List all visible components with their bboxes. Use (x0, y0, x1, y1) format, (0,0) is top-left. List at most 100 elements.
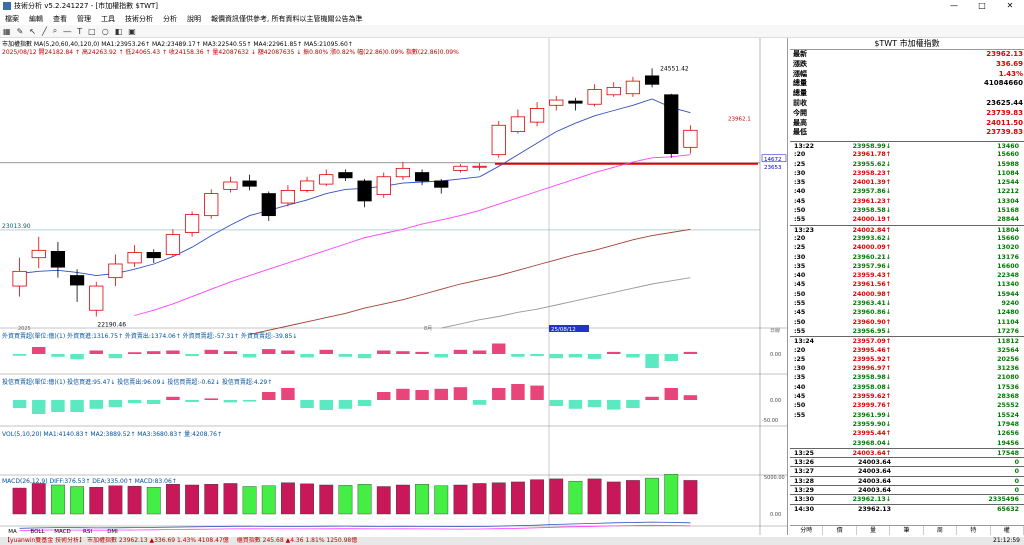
arrow-icon[interactable]: ↖ (29, 26, 36, 36)
volume-bar (185, 484, 199, 515)
candle-body (414, 172, 430, 182)
tick-row[interactable]: :25 23955.62↓ 15988 (790, 160, 1024, 169)
save-icon[interactable]: ▣ (128, 26, 136, 36)
menu-file[interactable]: 檔案 (5, 14, 19, 23)
tick-price: 23962.13↓ (852, 496, 891, 504)
side-tabs: 分時 價 量 筆 周 特 權 (790, 525, 1024, 535)
x-label-right: 日線 (770, 327, 780, 334)
tick-row[interactable]: 13:24 23957.09↑ 11812 (790, 336, 1024, 345)
tick-row[interactable]: 13:22 23958.99↓ 13460 (790, 141, 1024, 150)
tick-row[interactable]: 13:30 23962.13↓ 2335496 (790, 494, 1024, 503)
tick-row[interactable]: 13:27 24003.64 0 (790, 466, 1024, 475)
tick-row[interactable]: :20 23961.78↑ 15660 (790, 150, 1024, 159)
tick-row[interactable]: :45 23961.56↑ 11340 (790, 280, 1024, 289)
tick-row[interactable]: :40 23958.08↓ 17536 (790, 383, 1024, 392)
zoom-icon[interactable]: ⌕ (52, 26, 58, 35)
tick-row[interactable]: :20 23993.62↓ 15660 (790, 234, 1024, 243)
tick-row[interactable]: 13:26 24003.64 0 (790, 457, 1024, 466)
tick-row[interactable]: 13:25 24003.64↑ 17548 (790, 447, 1024, 457)
volume-bar (434, 485, 449, 515)
tick-time: :45 (794, 281, 806, 289)
tick-row[interactable]: 13:28 24003.64 0 (790, 475, 1024, 485)
menu-edit[interactable]: 編輯 (29, 14, 43, 23)
tab-ma[interactable]: MA (8, 529, 17, 535)
quote-title: $TWT 市加權指數 (790, 38, 1024, 50)
line-icon[interactable]: ― (63, 26, 72, 36)
app-icon (3, 2, 11, 10)
tick-row[interactable]: 23995.44↑ 12656 (790, 429, 1024, 438)
tick-row[interactable]: :30 23958.23↑ 11084 (790, 169, 1024, 178)
tick-volume: 13304 (997, 197, 1019, 205)
tick-list[interactable]: 13:22 23958.99↓ 13460:20 23961.78↑ 15660:25 2… (790, 141, 1024, 513)
tick-row[interactable]: :25 23995.92↑ 20256 (790, 355, 1024, 364)
tick-price: 24001.39↑ (852, 179, 891, 187)
side-tab-rights[interactable]: 權 (991, 526, 1024, 535)
tab-boll[interactable]: BOLL (30, 529, 45, 535)
tick-row[interactable]: 13:29 24003.64 0 (790, 484, 1024, 494)
tick-row[interactable]: :20 23995.46↑ 32564 (790, 346, 1024, 355)
tick-row[interactable]: :40 23957.86↓ 12212 (790, 187, 1024, 196)
tick-row[interactable]: :30 23960.21↓ 13176 (790, 253, 1024, 262)
foreign-bar (607, 351, 621, 354)
circle-icon[interactable]: ○ (101, 26, 109, 36)
side-tab-price[interactable]: 價 (823, 526, 857, 535)
tick-row[interactable]: :45 23961.23↑ 13304 (790, 197, 1024, 206)
tick-row[interactable]: :50 23960.90↑ 11104 (790, 318, 1024, 327)
tab-dmi[interactable]: DMI (107, 529, 118, 535)
chart-area[interactable]: 市加權指數 MA(5,20,60,40,120,0) MA1:23953.26↑… (0, 38, 788, 535)
pencil-icon[interactable]: ✎ (16, 26, 24, 36)
tick-row[interactable]: :55 23956.95↓ 17276 (790, 327, 1024, 336)
square-icon[interactable]: □ (88, 26, 96, 36)
grid-icon[interactable]: ▦ (3, 26, 11, 36)
tick-row[interactable]: :40 23959.43↑ 22348 (790, 271, 1024, 280)
side-tab-time[interactable]: 分時 (790, 526, 824, 535)
tick-row[interactable]: :35 23957.96↓ 16600 (790, 262, 1024, 271)
tick-time: :20 (794, 151, 806, 159)
tick-row[interactable]: 23968.04↓ 19456 (790, 439, 1024, 448)
minimize-button[interactable]: — (950, 1, 958, 10)
tab-rsi[interactable]: RSI (83, 529, 92, 535)
tick-row[interactable]: 13:23 24002.84↑ 11804 (790, 224, 1024, 234)
menu-analysis[interactable]: 分析 (163, 14, 177, 23)
menu-help[interactable]: 說明 (187, 14, 201, 23)
tick-row[interactable]: :50 23958.58↓ 15168 (790, 206, 1024, 215)
fill-icon[interactable]: ◧ (114, 26, 123, 36)
price-chart[interactable]: 24551.42 22190.46 23013.90 23962.1 14672 2365… (0, 38, 788, 535)
trust-bar (396, 388, 410, 400)
menu-tools[interactable]: 工具 (101, 14, 115, 23)
tick-row[interactable]: :55 24000.19↑ 28844 (790, 215, 1024, 224)
draw-icon[interactable]: ╱ (41, 26, 47, 36)
volume-bar (242, 486, 257, 515)
text-icon[interactable]: T (77, 26, 83, 36)
tick-row[interactable]: :45 23960.86↓ 12480 (790, 308, 1024, 317)
trust-bar (645, 396, 659, 400)
tick-row[interactable]: :45 23959.62↑ 28368 (790, 392, 1024, 401)
window-title: 技術分析 v5.2.241227 - [市加權指數 $TWT] (14, 2, 159, 10)
tick-volume: 32564 (997, 346, 1019, 354)
maximize-button[interactable]: □ (978, 1, 986, 10)
tick-time: :30 (794, 365, 806, 373)
tick-row[interactable]: 14:30 23962.13 65632 (790, 503, 1024, 513)
side-tab-special[interactable]: 特 (957, 526, 991, 535)
tick-row[interactable]: :50 23999.76↑ 25552 (790, 401, 1024, 410)
tick-row[interactable]: 23959.90↓ 17948 (790, 420, 1024, 429)
side-tab-volume[interactable]: 量 (857, 526, 891, 535)
tick-row[interactable]: :50 24000.98↑ 15944 (790, 290, 1024, 299)
close-button[interactable]: ✕ (1006, 1, 1014, 10)
tick-volume: 11104 (997, 318, 1019, 326)
tick-row[interactable]: :55 23963.41↓ 9240 (790, 299, 1024, 308)
tick-row[interactable]: :55 23961.99↓ 15524 (790, 411, 1024, 420)
menu-manage[interactable]: 管理 (77, 14, 91, 23)
menu-tech-analysis[interactable]: 技術分析 (125, 14, 153, 23)
tick-row[interactable]: :30 23996.97↑ 31236 (790, 364, 1024, 373)
tick-row[interactable]: :35 23958.98↓ 21080 (790, 373, 1024, 382)
side-tab-week[interactable]: 周 (924, 526, 958, 535)
tick-row[interactable]: :25 24000.09↑ 13020 (790, 243, 1024, 252)
trust-axis-low: -50.00 (762, 418, 778, 424)
tick-time: :35 (794, 374, 806, 382)
menu-view[interactable]: 查看 (53, 14, 67, 23)
tick-row[interactable]: :35 24001.39↑ 12544 (790, 178, 1024, 187)
tab-macd[interactable]: MACD (54, 529, 71, 535)
tick-volume: 2335496 (988, 496, 1019, 504)
side-tab-trades[interactable]: 筆 (890, 526, 924, 535)
